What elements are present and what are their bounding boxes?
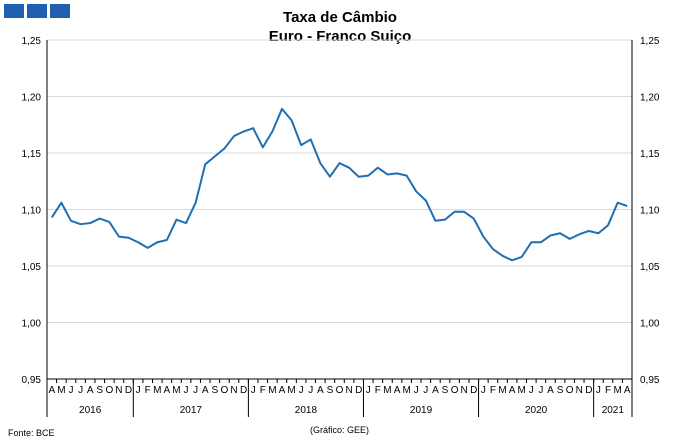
month-label: S bbox=[211, 385, 218, 396]
y-tick-label-left: 1,25 bbox=[22, 36, 42, 47]
month-label: J bbox=[184, 385, 189, 396]
month-label: J bbox=[68, 385, 73, 396]
month-label: J bbox=[538, 385, 543, 396]
month-label: O bbox=[566, 385, 574, 396]
month-label: A bbox=[317, 385, 324, 396]
month-label: F bbox=[490, 385, 496, 396]
y-tick-label-left: 1,20 bbox=[22, 93, 42, 104]
month-label: M bbox=[57, 385, 65, 396]
month-label: N bbox=[115, 385, 122, 396]
year-label: 2020 bbox=[525, 405, 548, 416]
month-label: J bbox=[193, 385, 198, 396]
month-label: N bbox=[461, 385, 468, 396]
month-label: M bbox=[172, 385, 180, 396]
month-label: O bbox=[336, 385, 344, 396]
month-label: F bbox=[260, 385, 266, 396]
year-label: 2016 bbox=[79, 405, 102, 416]
month-label: A bbox=[87, 385, 94, 396]
y-tick-label-left: 1,05 bbox=[22, 262, 42, 273]
y-tick-label-left: 1,15 bbox=[22, 149, 42, 160]
logo-block bbox=[50, 4, 70, 18]
month-label: J bbox=[251, 385, 256, 396]
month-label: F bbox=[145, 385, 151, 396]
year-label: 2019 bbox=[410, 405, 433, 416]
year-label: 2017 bbox=[180, 405, 203, 416]
month-label: M bbox=[287, 385, 295, 396]
y-tick-label-right: 1,00 bbox=[640, 319, 660, 330]
month-label: A bbox=[394, 385, 401, 396]
month-label: J bbox=[308, 385, 313, 396]
month-label: J bbox=[414, 385, 419, 396]
y-tick-label-left: 1,00 bbox=[22, 319, 42, 330]
month-label: A bbox=[164, 385, 171, 396]
month-label: A bbox=[624, 385, 631, 396]
month-label: J bbox=[366, 385, 371, 396]
y-tick-label-right: 1,10 bbox=[640, 206, 660, 217]
y-tick-label-right: 1,20 bbox=[640, 93, 660, 104]
month-label: A bbox=[279, 385, 286, 396]
series-line bbox=[50, 107, 628, 262]
month-label: J bbox=[529, 385, 534, 396]
month-label: N bbox=[345, 385, 352, 396]
month-label: O bbox=[451, 385, 459, 396]
y-tick-label-right: 1,25 bbox=[640, 36, 660, 47]
month-label: N bbox=[576, 385, 583, 396]
y-tick-label-right: 0,95 bbox=[640, 375, 660, 386]
y-tick-label-left: 0,95 bbox=[22, 375, 42, 386]
logo bbox=[4, 4, 70, 18]
chart-title: Taxa de Câmbio bbox=[283, 9, 397, 26]
month-label: D bbox=[125, 385, 132, 396]
month-label: J bbox=[136, 385, 141, 396]
credit-note: (Gráfico: GEE) bbox=[310, 425, 370, 435]
month-label: N bbox=[230, 385, 237, 396]
month-label: J bbox=[299, 385, 304, 396]
month-label: M bbox=[383, 385, 391, 396]
month-label: J bbox=[596, 385, 601, 396]
chart-subtitle: Euro - Franco Suiço bbox=[268, 28, 412, 45]
y-tick-label-left: 1,10 bbox=[22, 206, 42, 217]
month-label: M bbox=[498, 385, 506, 396]
year-label: 2018 bbox=[295, 405, 318, 416]
y-tick-label-right: 1,05 bbox=[640, 262, 660, 273]
month-label: D bbox=[240, 385, 247, 396]
chart-title-block: Taxa de Câmbio Euro - Franco Suiço bbox=[0, 8, 680, 46]
month-label: O bbox=[221, 385, 229, 396]
month-label: D bbox=[355, 385, 362, 396]
month-label: F bbox=[605, 385, 611, 396]
month-label: S bbox=[96, 385, 103, 396]
month-label: M bbox=[613, 385, 621, 396]
y-tick-label-right: 1,15 bbox=[640, 149, 660, 160]
month-label: A bbox=[509, 385, 516, 396]
month-label: A bbox=[48, 385, 55, 396]
logo-block bbox=[4, 4, 24, 18]
month-label: S bbox=[327, 385, 334, 396]
month-label: J bbox=[78, 385, 83, 396]
month-label: A bbox=[547, 385, 554, 396]
logo-block bbox=[27, 4, 47, 18]
month-label: M bbox=[402, 385, 410, 396]
month-label: M bbox=[268, 385, 276, 396]
month-label: J bbox=[423, 385, 428, 396]
month-label: D bbox=[585, 385, 592, 396]
month-label: M bbox=[153, 385, 161, 396]
month-label: O bbox=[105, 385, 113, 396]
month-label: D bbox=[470, 385, 477, 396]
year-label: 2021 bbox=[602, 405, 625, 416]
source-note: Fonte: BCE bbox=[8, 428, 55, 438]
month-label: F bbox=[375, 385, 381, 396]
month-label: A bbox=[202, 385, 209, 396]
month-label: J bbox=[481, 385, 486, 396]
month-label: A bbox=[432, 385, 439, 396]
month-label: S bbox=[442, 385, 449, 396]
month-label: S bbox=[557, 385, 564, 396]
month-label: M bbox=[518, 385, 526, 396]
